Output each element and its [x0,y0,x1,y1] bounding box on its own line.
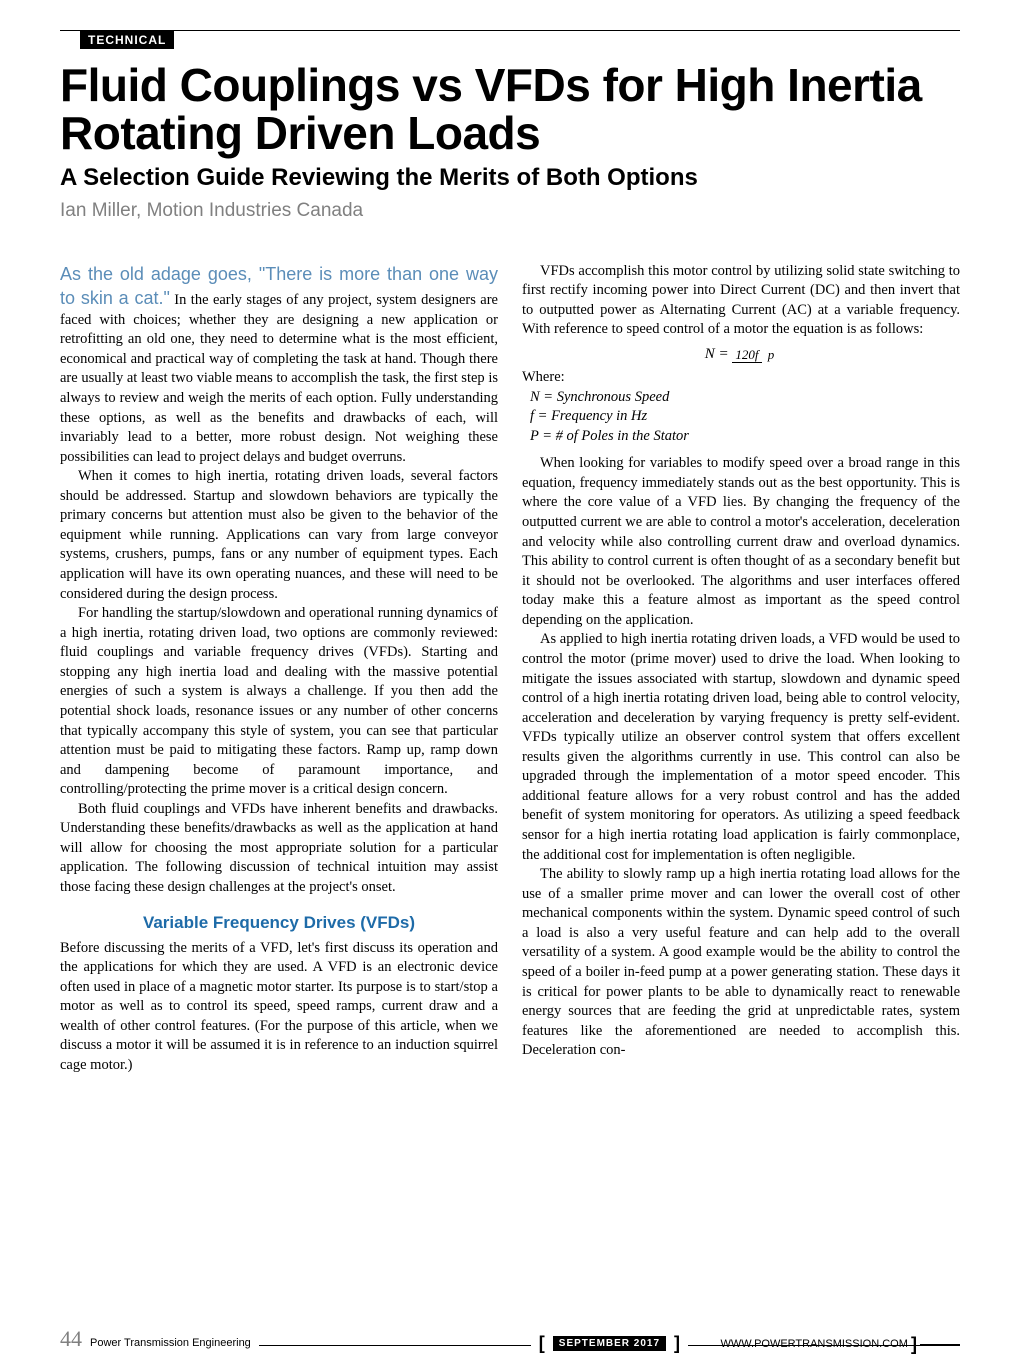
bracket-icon: [ [539,1333,545,1354]
equation-denominator: p [765,347,778,362]
paragraph: When it comes to high inertia, rotating … [60,467,498,604]
article-author: Ian Miller, Motion Industries Canada [60,200,960,222]
equation-numerator: 120f [732,347,761,363]
equation-lhs: N = [705,346,729,362]
article-body: As the old adage goes, "There is more th… [60,262,960,1076]
footer-url: WWW.POWERTRANSMISSION.COM [720,1338,907,1350]
paragraph: VFDs accomplish this motor control by ut… [522,262,960,340]
paragraph-intro: As the old adage goes, "There is more th… [60,262,498,468]
paragraph: When looking for variables to modify spe… [522,454,960,630]
paragraph: The ability to slowly ramp up a high ine… [522,865,960,1061]
paragraph: Before discussing the merits of a VFD, l… [60,939,498,1076]
where-line: f = Frequency in Hz [522,407,960,427]
bracket-icon: ] [674,1333,680,1354]
issue-badge: SEPTEMBER 2017 [553,1336,666,1351]
p1-rest: In the early stages of any project, syst… [60,292,498,465]
paragraph: Both fluid couplings and VFDs have inher… [60,800,498,898]
paragraph: For handling the startup/slowdown and op… [60,604,498,800]
where-line: P = # of Poles in the Stator [522,427,960,447]
section-heading-vfds: Variable Frequency Drives (VFDs) [60,912,498,935]
page-number: 44 [60,1326,82,1352]
category-badge: TECHNICAL [80,31,174,49]
article-title: Fluid Couplings vs VFDs for High Inertia… [60,61,960,158]
footer-rule [920,1344,960,1345]
equation: N = 120f p [522,344,960,364]
page-footer: 44 Power Transmission Engineering [ SEPT… [60,1326,960,1352]
article-subtitle: A Selection Guide Reviewing the Merits o… [60,164,960,192]
paragraph: As applied to high inertia rotating driv… [522,630,960,865]
bracket-icon: ] [911,1334,917,1354]
equation-fraction: 120f p [732,348,777,361]
where-label: Where: [522,369,565,385]
footer-right: WWW.POWERTRANSMISSION.COM ] [720,1331,960,1352]
publication-name: Power Transmission Engineering [90,1337,251,1349]
where-block: Where: N = Synchronous Speed f = Frequen… [522,368,960,446]
footer-rule [259,1345,531,1346]
top-rule: TECHNICAL [60,30,960,57]
where-line: N = Synchronous Speed [522,388,960,408]
